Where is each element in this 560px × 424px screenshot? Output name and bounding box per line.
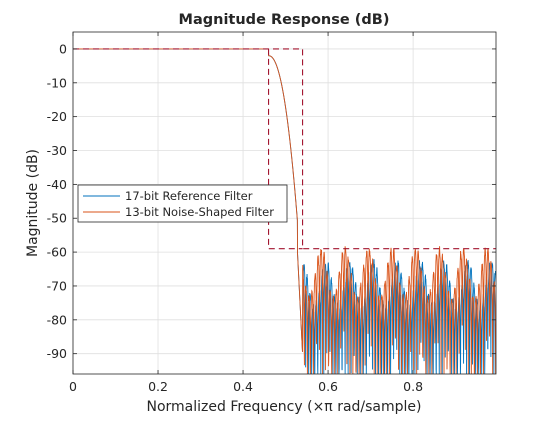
legend-box [77, 184, 288, 223]
ticks: 0 0.2 0.4 0.6 0.8 0 -10 -20 -30 -40 -50 -60 -70 -80 -9… [47, 32, 496, 394]
y-tick-label: -80 [47, 312, 67, 327]
legend-entry-reference: 17-bit Reference Filter [125, 189, 253, 203]
x-tick-label: 0.2 [148, 379, 168, 394]
x-tick-label: 0.4 [233, 379, 253, 394]
x-tick-label: 0.6 [318, 379, 338, 394]
y-tick-label: -10 [47, 75, 67, 90]
axes-box [72, 31, 497, 375]
data-lines [73, 48, 496, 374]
y-axis-label: Magnitude (dB) [25, 149, 41, 257]
y-tick-label: -20 [47, 109, 67, 124]
chart-title: Magnitude Response (dB) [179, 12, 390, 28]
spec-mask-lower [268, 48, 303, 250]
x-tick-label: 0 [69, 379, 77, 394]
y-tick-label: -50 [47, 211, 67, 226]
y-tick-label: 0 [59, 41, 67, 56]
legend: 17-bit Reference Filter 13-bit Noise-Sha… [77, 184, 288, 223]
x-tick-label: 0.8 [403, 379, 423, 394]
y-tick-label: -40 [47, 177, 67, 192]
y-tick-label: -30 [47, 143, 67, 158]
x-axis-label: Normalized Frequency (×π rad/sample) [147, 399, 422, 415]
y-tick-label: -60 [47, 245, 67, 260]
spec-mask-upper [73, 48, 496, 250]
y-tick-label: -90 [47, 346, 67, 361]
y-tick-label: -70 [47, 278, 67, 293]
legend-entry-noise-shaped: 13-bit Noise-Shaped Filter [125, 205, 274, 219]
